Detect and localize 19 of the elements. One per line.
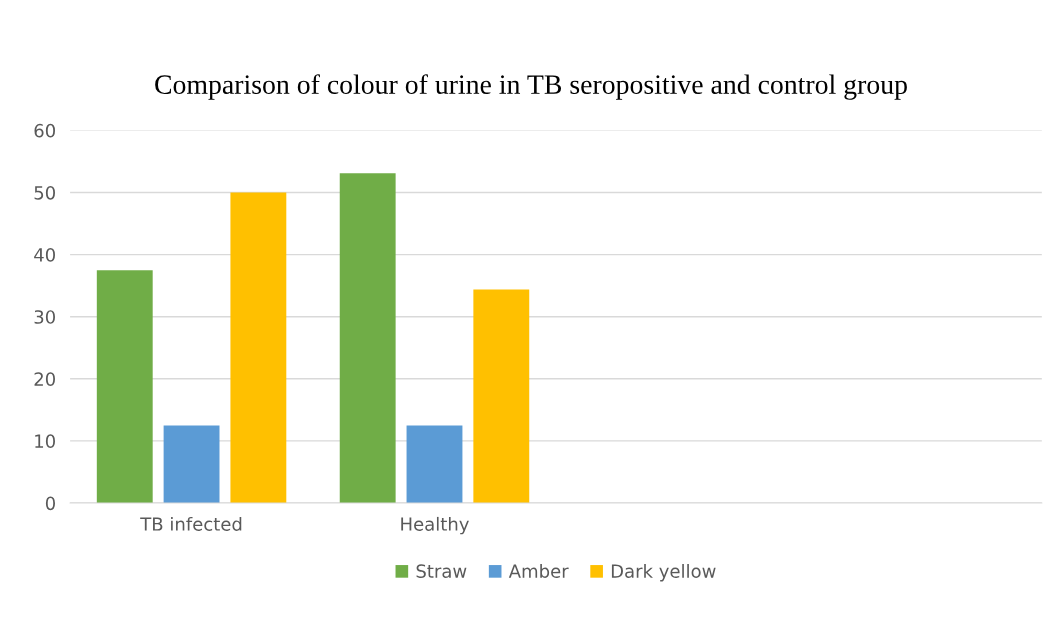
bar [473, 289, 530, 504]
y-tick-label: 60 [34, 123, 55, 138]
bar [163, 425, 220, 504]
x-tick-label: TB infected [140, 516, 242, 531]
bar [230, 192, 287, 504]
y-tick-label: 30 [34, 310, 55, 324]
x-tick-label: Healthy [401, 516, 469, 535]
y-tick-label: 50 [34, 185, 55, 200]
y-tick-label: 40 [34, 248, 55, 262]
bar [406, 425, 463, 504]
y-tick-label: 10 [35, 434, 55, 449]
legend-label: Straw [416, 564, 467, 578]
bar [339, 173, 396, 504]
legend-label: Dark yellow [611, 563, 716, 582]
chart-title: Comparison of colour of urine in TB seropositive and control group [155, 74, 907, 100]
bar [96, 270, 153, 504]
legend-label: Amber [508, 563, 569, 578]
y-tick-label: 20 [34, 372, 55, 386]
y-tick-label: 0 [45, 496, 55, 511]
